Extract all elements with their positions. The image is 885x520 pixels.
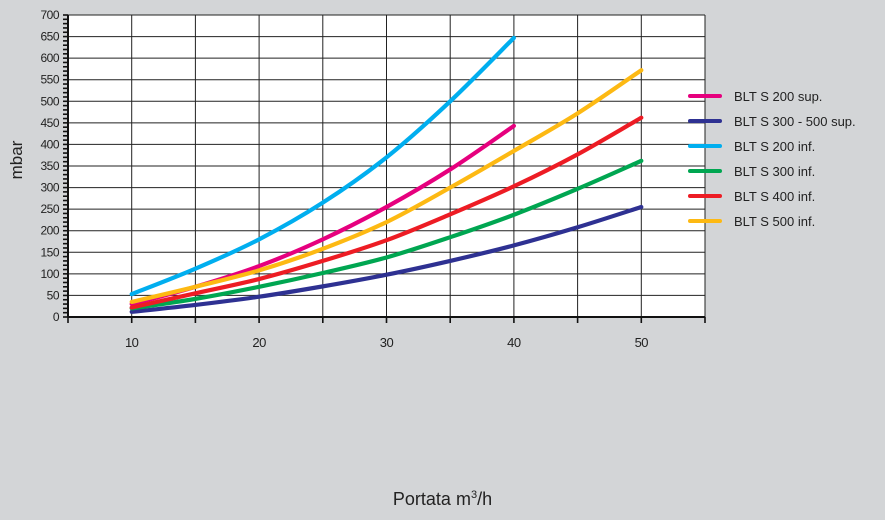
legend-label: BLT S 300 - 500 sup. bbox=[734, 114, 856, 129]
y-tick-label: 450 bbox=[40, 116, 59, 130]
legend-label: BLT S 300 inf. bbox=[734, 164, 815, 179]
y-tick-label: 250 bbox=[40, 202, 59, 216]
x-tick-label: 30 bbox=[380, 335, 394, 350]
y-tick-label: 350 bbox=[40, 159, 59, 173]
legend-label: BLT S 200 inf. bbox=[734, 139, 815, 154]
y-axis-label: mbar bbox=[7, 140, 26, 179]
x-axis-label: Portata m3/h bbox=[0, 489, 885, 510]
legend-item: BLT S 400 inf. bbox=[688, 189, 815, 204]
x-tick-label: 40 bbox=[507, 335, 521, 350]
x-axis-label-superscript: 3 bbox=[470, 489, 478, 501]
legend-label: BLT S 400 inf. bbox=[734, 189, 815, 204]
y-tick-label: 500 bbox=[40, 94, 59, 108]
series-line-5 bbox=[129, 115, 644, 310]
x-axis-label-main: Portata m bbox=[392, 489, 471, 509]
axes: 0 50 100 150 200 250 300 350 400 450 500 550 600 650 7… bbox=[40, 8, 706, 350]
legend-label: BLT S 200 sup. bbox=[734, 89, 822, 104]
series-line-6 bbox=[129, 68, 644, 304]
y-tick-label: 150 bbox=[40, 245, 59, 259]
y-tick-label: 700 bbox=[40, 8, 59, 22]
x-tick-label: 20 bbox=[252, 335, 266, 350]
legend-item: BLT S 200 inf. bbox=[688, 139, 815, 154]
series-line-4 bbox=[129, 158, 644, 311]
y-tick-label: 300 bbox=[40, 181, 59, 195]
y-tick-label: 600 bbox=[40, 51, 59, 65]
series-lines bbox=[129, 35, 644, 314]
legend: BLT S 200 sup. BLT S 300 - 500 sup. BLT S … bbox=[688, 89, 856, 229]
y-tick-label: 400 bbox=[40, 137, 59, 151]
y-tick-label: 0 bbox=[53, 310, 60, 324]
legend-item: BLT S 500 inf. bbox=[688, 214, 815, 229]
x-tick-label: 10 bbox=[125, 335, 139, 350]
legend-item: BLT S 300 - 500 sup. bbox=[688, 114, 856, 129]
y-tick-label: 200 bbox=[40, 224, 59, 238]
series-line-3 bbox=[129, 35, 516, 297]
x-axis-label-unit: /h bbox=[477, 489, 493, 509]
y-tick-label: 100 bbox=[40, 267, 59, 281]
y-tick-label: 650 bbox=[40, 30, 59, 44]
series-line-2 bbox=[129, 204, 644, 314]
y-tick-label: 550 bbox=[40, 73, 59, 87]
legend-item: BLT S 200 sup. bbox=[688, 89, 822, 104]
legend-label: BLT S 500 inf. bbox=[734, 214, 815, 229]
x-tick-label: 50 bbox=[635, 335, 649, 350]
y-tick-label: 50 bbox=[47, 288, 60, 302]
legend-item: BLT S 300 inf. bbox=[688, 164, 815, 179]
grid bbox=[67, 14, 706, 318]
